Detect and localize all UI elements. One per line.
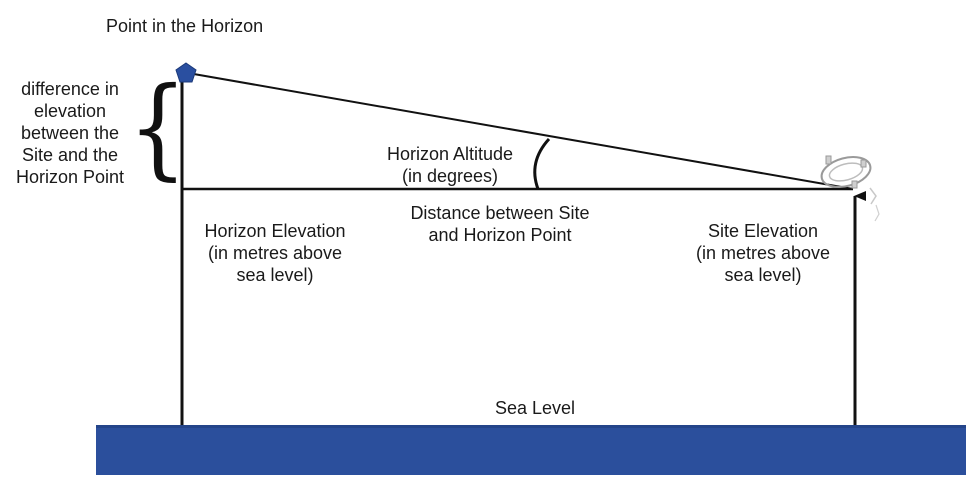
sea-band <box>96 425 966 475</box>
sea-level-label: Sea Level <box>470 397 600 419</box>
horizon-altitude-line: Horizon Altitude <box>370 143 530 165</box>
horizon-altitude-line: (in degrees) <box>370 165 530 187</box>
elevation-difference-line: between the <box>0 122 140 144</box>
elevation-difference-line: Site and the <box>0 144 140 166</box>
distance-line-text: Distance between Site <box>380 202 620 224</box>
horizon-elevation-line: Horizon Elevation <box>190 220 360 242</box>
elevation-difference-line: elevation <box>0 100 140 122</box>
horizon-altitude-label: Horizon Altitude (in degrees) <box>370 143 530 187</box>
point-in-horizon-label: Point in the Horizon <box>106 15 263 37</box>
stone-circle-icon <box>818 152 879 221</box>
elevation-difference-line: Horizon Point <box>0 166 140 188</box>
horizon-elevation-label: Horizon Elevation (in metres above sea l… <box>190 220 360 286</box>
horizon-elevation-line: sea level) <box>190 264 360 286</box>
altitude-angle-arc <box>535 139 549 189</box>
site-elevation-line: sea level) <box>683 264 843 286</box>
elevation-difference-line: difference in <box>0 78 140 100</box>
horizon-elevation-line: (in metres above <box>190 242 360 264</box>
distance-line-text: and Horizon Point <box>380 224 620 246</box>
distance-label: Distance between Site and Horizon Point <box>380 202 620 246</box>
sea-band-shade <box>96 425 966 428</box>
site-elevation-label: Site Elevation (in metres above sea leve… <box>683 220 843 286</box>
site-elevation-line: Site Elevation <box>683 220 843 242</box>
site-elevation-line: (in metres above <box>683 242 843 264</box>
elevation-difference-label: difference in elevation between the Site… <box>0 78 140 188</box>
